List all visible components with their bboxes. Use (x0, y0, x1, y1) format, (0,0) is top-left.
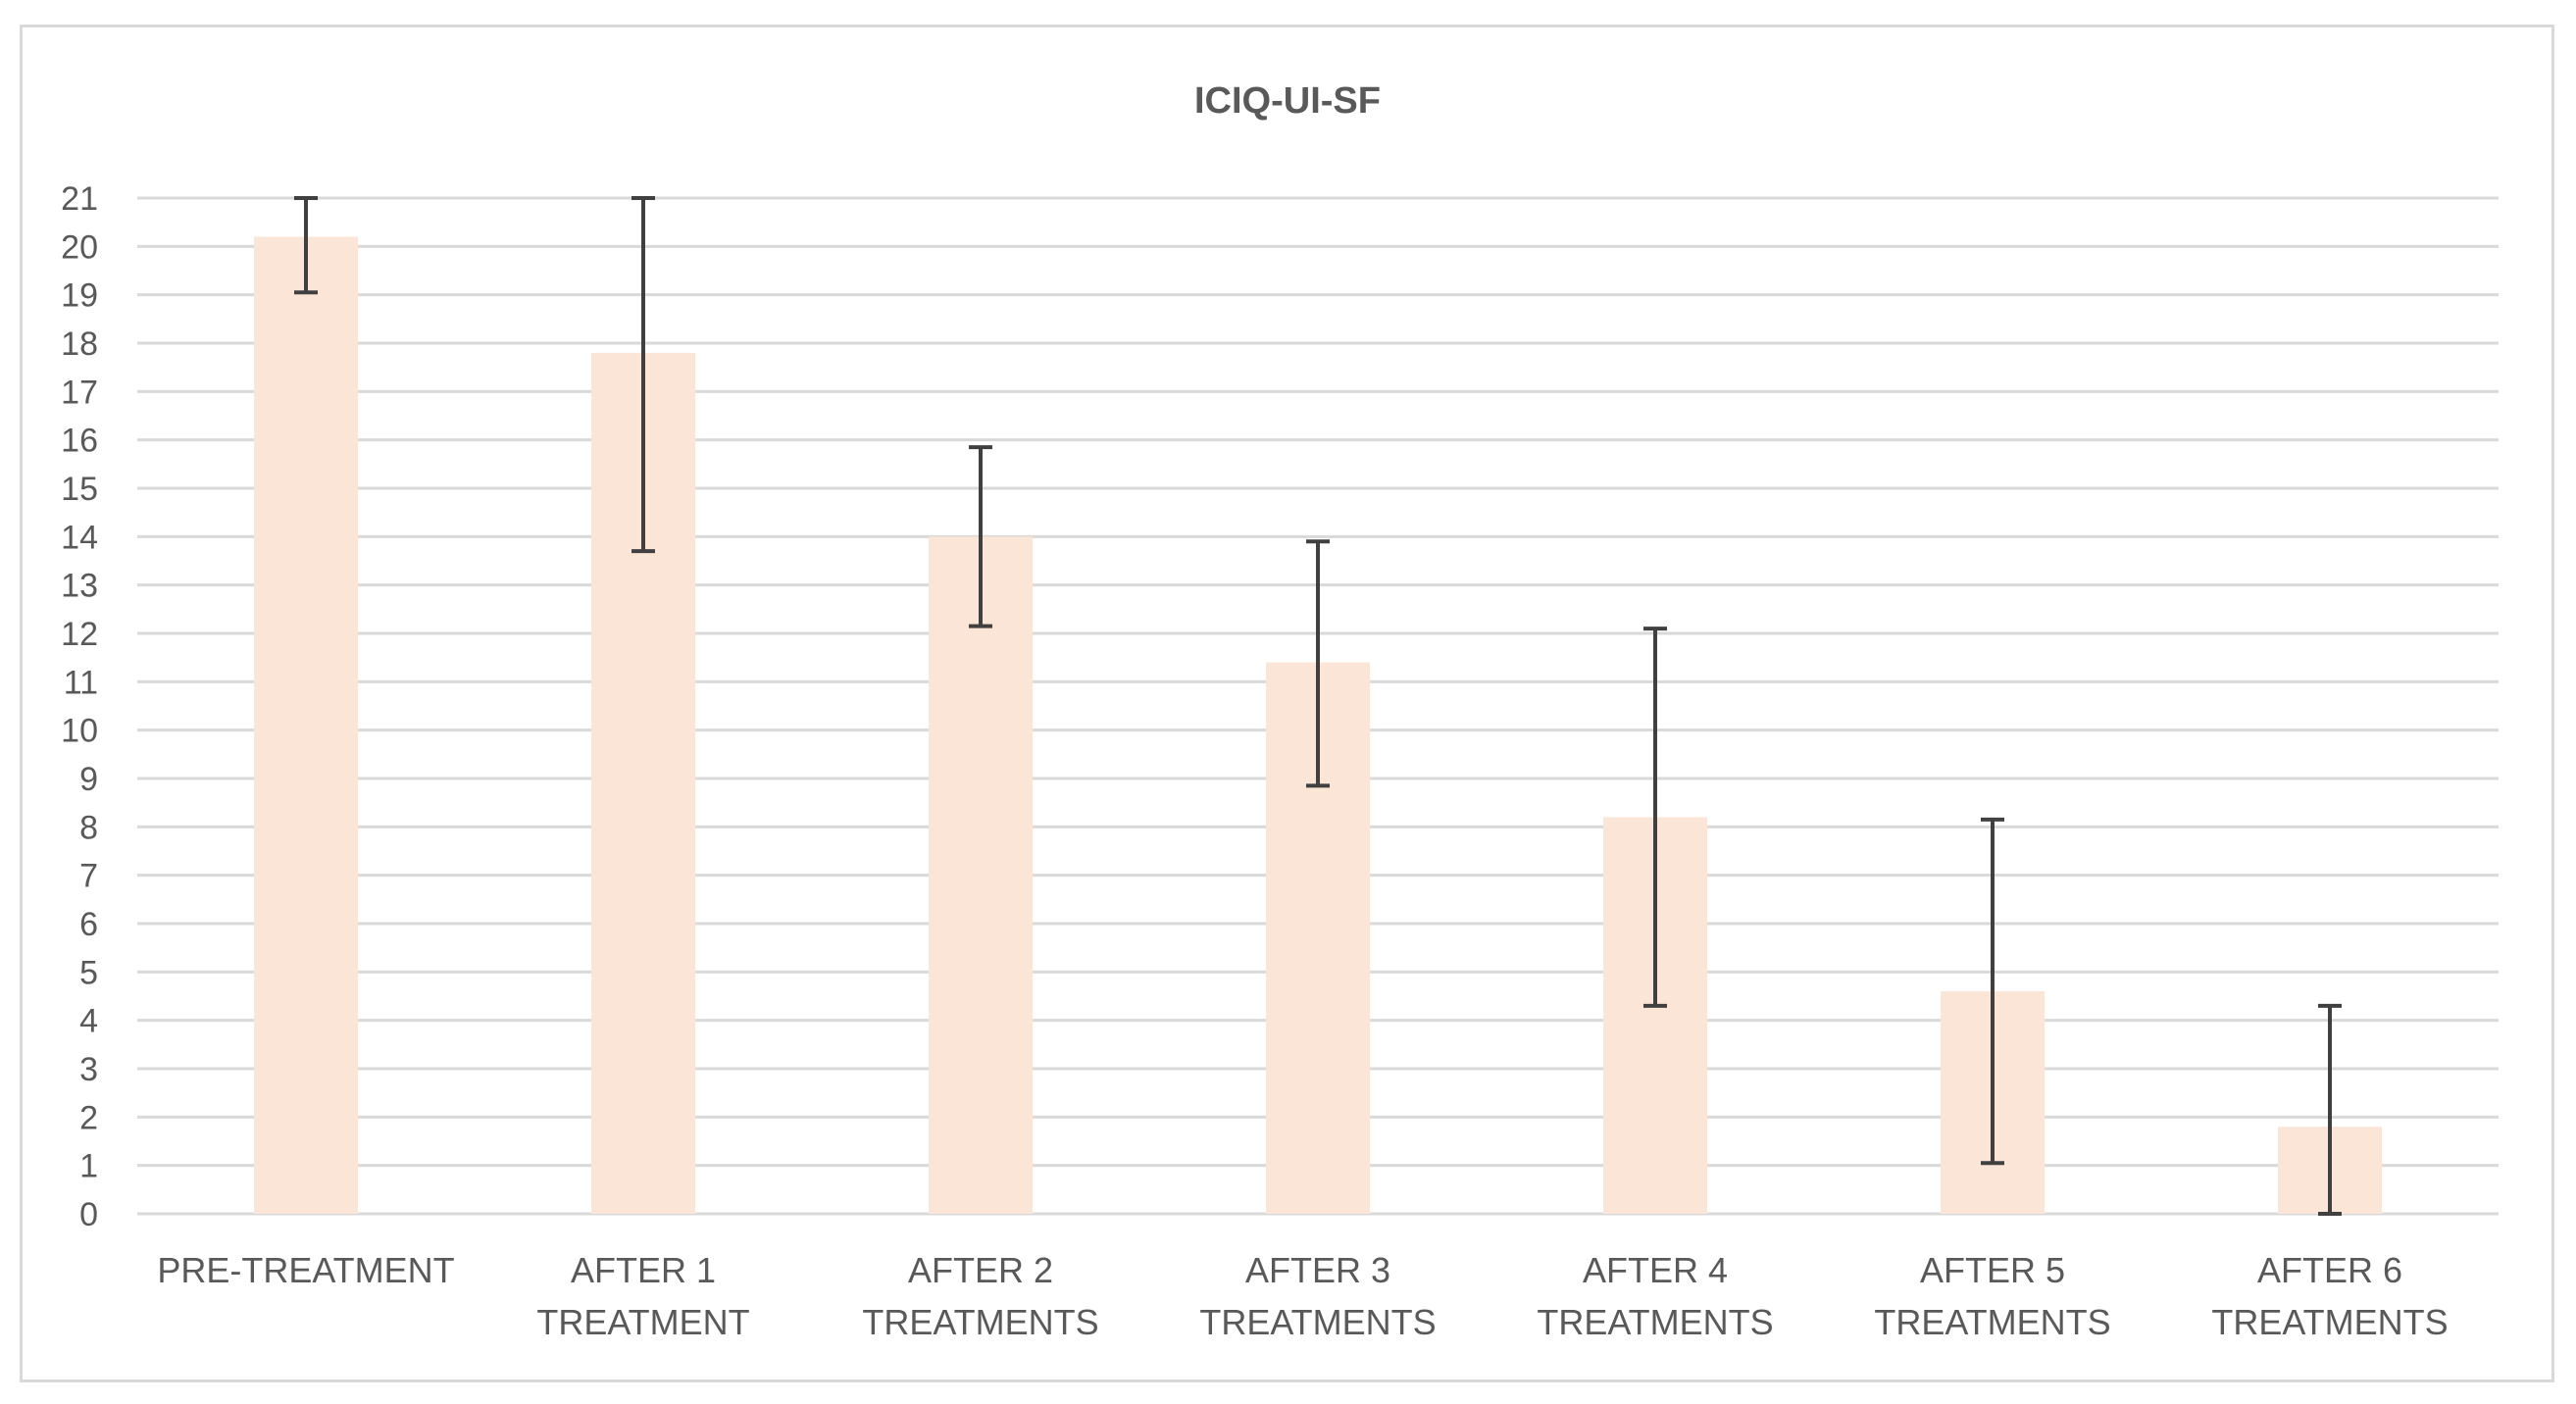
y-tick-label: 12 (61, 616, 98, 653)
chart-title: ICIQ-UI-SF (1194, 80, 1381, 122)
y-tick-label: 16 (61, 423, 98, 460)
error-bar (1643, 627, 1667, 1008)
x-category-label: TREATMENTS (1199, 1302, 1436, 1342)
x-category-label: AFTER 5 (1920, 1250, 2065, 1290)
y-tick-label: 20 (61, 228, 98, 266)
x-category-label: AFTER 2 (908, 1250, 1053, 1290)
y-tick-label: 3 (79, 1051, 98, 1088)
y-tick-label: 15 (61, 471, 98, 508)
error-bar (969, 445, 992, 628)
x-category-label: PRE-TREATMENT (157, 1250, 454, 1290)
x-category-label: TREATMENTS (1537, 1302, 1773, 1342)
y-tick-label: 8 (79, 809, 98, 846)
y-tick-label: 14 (61, 519, 98, 556)
y-tick-label: 17 (61, 374, 98, 411)
bars (254, 236, 2382, 1214)
y-tick-label: 19 (61, 277, 98, 315)
x-category-label: TREATMENTS (862, 1302, 1098, 1342)
y-tick-label: 1 (79, 1148, 98, 1185)
bar (254, 236, 358, 1214)
error-bar (2318, 1003, 2342, 1216)
error-bar (294, 196, 318, 295)
x-category-label: TREATMENT (536, 1302, 749, 1342)
x-category-label: TREATMENTS (1874, 1302, 2110, 1342)
y-tick-label: 13 (61, 568, 98, 605)
y-tick-label: 7 (79, 858, 98, 895)
y-tick-label: 11 (64, 664, 98, 701)
error-bar (631, 196, 655, 554)
x-category-label: AFTER 3 (1245, 1250, 1390, 1290)
y-tick-label: 6 (79, 906, 98, 943)
x-category-label: AFTER 4 (1583, 1250, 1728, 1290)
y-tick-label: 4 (79, 1003, 98, 1040)
y-tick-label: 0 (79, 1196, 98, 1233)
y-tick-label: 9 (79, 761, 98, 798)
x-category-label: AFTER 6 (2257, 1250, 2402, 1290)
x-category-label: TREATMENTS (2211, 1302, 2448, 1342)
y-tick-label: 2 (79, 1099, 98, 1136)
error-bars (294, 196, 2342, 1216)
y-tick-label: 10 (61, 713, 98, 750)
bar (929, 536, 1033, 1214)
y-tick-label: 21 (61, 180, 98, 218)
error-bar (1981, 817, 2004, 1166)
x-category-label: AFTER 1 (571, 1250, 716, 1290)
y-tick-label: 18 (61, 326, 98, 363)
error-bar (1306, 539, 1330, 788)
x-axis-categories: PRE-TREATMENT AFTER 1 TREATMENT AFTER 2 TREA… (157, 1250, 2448, 1342)
y-tick-label: 5 (79, 954, 98, 991)
